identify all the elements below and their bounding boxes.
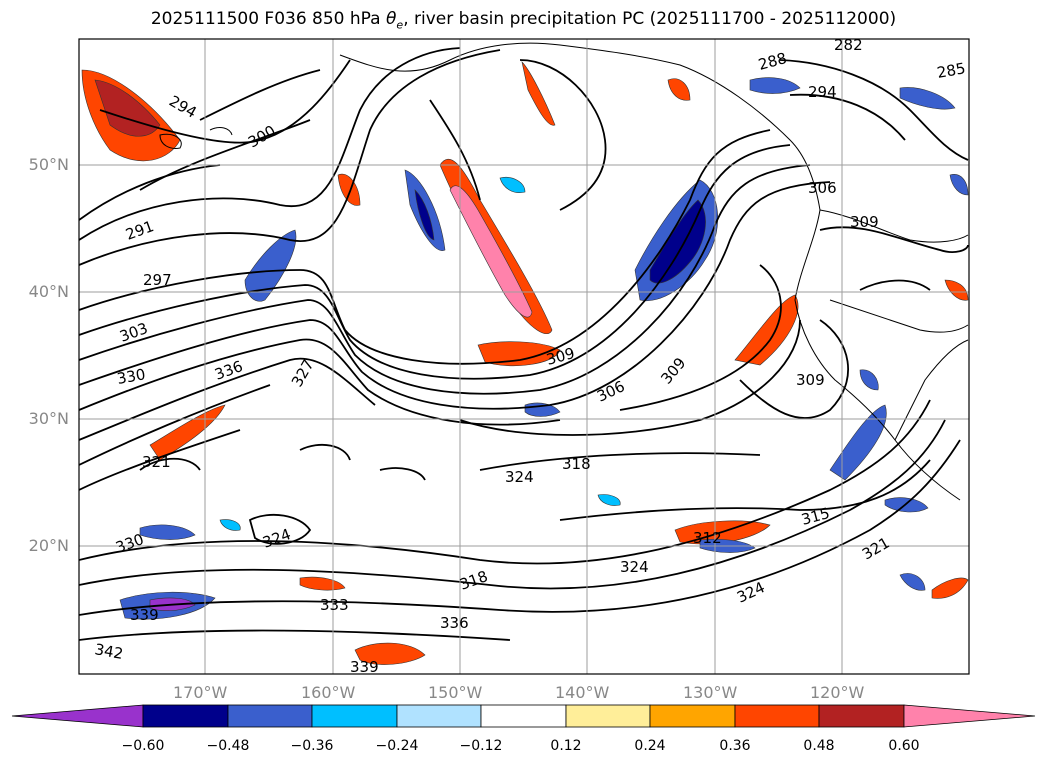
map-frame (78, 38, 970, 675)
colorbar (11, 704, 1036, 728)
positive-band-lower (477, 341, 561, 367)
colorbar-tick: 0.12 (550, 738, 582, 754)
colorbar-tick: 0.48 (803, 738, 835, 754)
positive-blob-far-se (931, 577, 969, 599)
lat-label-40n: 40°N (28, 282, 69, 301)
negative-blob-n-core (414, 189, 435, 241)
contour-label-294-b: 294 (808, 83, 837, 101)
colorbar-extend-low (11, 704, 144, 728)
negative-blob-se2 (899, 573, 926, 591)
contour-label-342: 342 (93, 640, 124, 663)
lat-label-30n: 30°N (28, 409, 69, 428)
colorbar-tick: −0.12 (459, 738, 503, 754)
negative-blob-pc (597, 494, 621, 506)
colorbar-extend-high (903, 704, 1036, 728)
contour-label-309-d: 309 (850, 213, 879, 231)
negative-blob-e2 (829, 404, 887, 481)
positive-blob-east (734, 294, 799, 366)
positive-blob-w (337, 173, 361, 206)
lon-label-140w: 140°W (555, 683, 610, 702)
colorbar-tick: 0.24 (634, 738, 666, 754)
contour-label-312: 312 (693, 529, 722, 547)
colorbar-tick: −0.48 (206, 738, 250, 754)
colorbar-tick: −0.36 (290, 738, 334, 754)
positive-blob-nw-core (94, 79, 161, 137)
colorbar-tick: 0.60 (888, 738, 920, 754)
contour-label-324-b: 324 (620, 558, 649, 576)
contour-label-336-b: 336 (440, 614, 469, 632)
colorbar-tick: 0.36 (719, 738, 751, 754)
colorbar-tick: −0.24 (375, 738, 419, 754)
lon-label-120w: 120°W (810, 683, 865, 702)
negative-blob-w (244, 229, 297, 302)
positive-blob-s (354, 642, 426, 665)
contour-label-297: 297 (143, 271, 172, 289)
lat-label-20n: 20°N (28, 536, 69, 555)
contour-label-321: 321 (142, 453, 171, 471)
contour-label-318: 318 (562, 455, 591, 473)
contour-label-282: 282 (834, 36, 863, 54)
contour-label-339: 339 (130, 606, 159, 624)
graticule (79, 39, 969, 674)
negative-blob-ne2 (899, 87, 956, 110)
contour-label-330: 330 (116, 365, 147, 388)
negative-blob-nn (499, 177, 526, 193)
contour-label-339-b: 339 (350, 658, 379, 676)
contour-label-333: 333 (320, 596, 349, 614)
negative-blob-pc2 (219, 519, 241, 531)
contour-label-309-c: 309 (796, 371, 825, 389)
figure-title: 2025111500 F036 850 hPa θe, river basin … (150, 9, 897, 32)
negative-blob-ne (749, 77, 801, 94)
negative-blob-ea (949, 174, 969, 196)
positive-blob-far-e (944, 279, 969, 301)
contour-label-285: 285 (936, 59, 967, 82)
negative-blob-e3 (859, 369, 879, 391)
lon-label-170w: 170°W (173, 683, 228, 702)
colorbar-tick: −0.60 (121, 738, 165, 754)
negative-blob-se (884, 497, 929, 513)
contour-label-306-b: 306 (808, 179, 837, 197)
positive-blob-s2 (299, 576, 346, 591)
positive-band-central-core (449, 185, 533, 318)
coastlines (159, 42, 969, 501)
lon-label-130w: 130°W (683, 683, 738, 702)
lat-label-50n: 50°N (28, 155, 69, 174)
positive-blob-ne (667, 78, 691, 101)
lon-label-150w: 150°W (428, 683, 483, 702)
negative-blob-sw2 (139, 524, 196, 540)
lon-label-160w: 160°W (301, 683, 356, 702)
positive-streak-n (521, 61, 556, 126)
map-area (79, 39, 969, 674)
contour-label-324: 324 (505, 468, 534, 486)
